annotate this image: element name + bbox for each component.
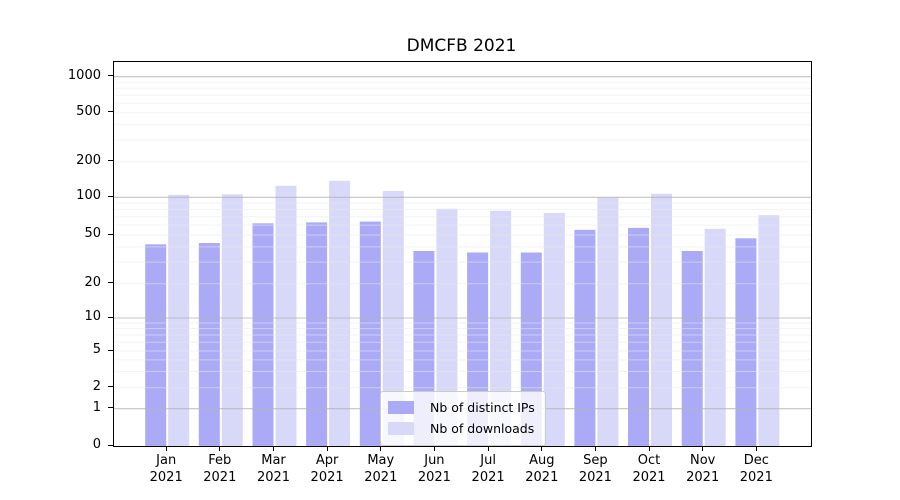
chart-canvas <box>114 76 811 446</box>
plot-area: Nb of distinct IPs Nb of downloads <box>113 61 812 447</box>
x-tick-label: Jun 2021 <box>417 453 451 485</box>
x-tick-label: Feb 2021 <box>203 453 237 485</box>
y-tick-mark <box>108 316 113 318</box>
chart-title: DMCFB 2021 <box>406 36 517 56</box>
bar-downloads-7 <box>543 212 565 446</box>
bar-downloads-2 <box>275 185 297 446</box>
legend-entry-distinct-ips: Nb of distinct IPs <box>388 397 535 418</box>
legend-swatch-downloads <box>388 422 414 435</box>
x-tick-label: Oct 2021 <box>632 453 666 485</box>
bar-downloads-8 <box>597 197 619 446</box>
y-tick-mark <box>108 75 113 77</box>
bar-distinct-ips-10 <box>681 251 703 446</box>
y-tick-label: 10 <box>84 309 101 324</box>
bar-downloads-5 <box>436 208 458 446</box>
x-tick-mark <box>702 446 704 451</box>
bar-distinct-ips-0 <box>145 244 167 446</box>
legend-swatch-distinct-ips <box>388 401 414 414</box>
y-tick-mark <box>108 160 113 162</box>
x-tick-mark <box>380 446 382 451</box>
bar-downloads-11 <box>758 215 780 446</box>
y-tick-mark <box>108 349 113 351</box>
y-tick-mark <box>108 444 113 446</box>
x-tick-mark <box>219 446 221 451</box>
x-tick-mark <box>165 446 167 451</box>
legend-label-distinct-ips: Nb of distinct IPs <box>430 400 535 415</box>
x-tick-label: Dec 2021 <box>739 453 773 485</box>
x-tick-label: Nov 2021 <box>686 453 720 485</box>
x-tick-mark <box>755 446 757 451</box>
y-tick-mark <box>108 386 113 388</box>
y-tick-label: 1000 <box>67 67 101 83</box>
y-tick-label: 1 <box>92 399 101 415</box>
x-tick-label: Jul 2021 <box>471 453 505 485</box>
x-tick-mark <box>487 446 489 451</box>
y-tick-mark <box>108 111 113 113</box>
x-tick-mark <box>648 446 650 451</box>
x-tick-mark <box>326 446 328 451</box>
y-tick-label: 200 <box>76 152 101 168</box>
bar-downloads-9 <box>651 193 672 446</box>
bar-distinct-ips-4 <box>359 221 381 446</box>
y-tick-mark <box>108 282 113 284</box>
x-tick-label: Mar 2021 <box>256 453 291 485</box>
legend: Nb of distinct IPs Nb of downloads <box>380 391 546 446</box>
y-tick-label: 20 <box>84 274 101 290</box>
bar-distinct-ips-1 <box>198 243 220 446</box>
x-tick-mark <box>541 446 543 451</box>
bar-distinct-ips-3 <box>306 222 328 446</box>
y-tick-mark <box>108 233 113 235</box>
x-tick-mark <box>273 446 275 451</box>
y-tick-label: 5 <box>92 342 101 357</box>
bar-downloads-10 <box>704 228 726 446</box>
x-tick-label: Jan 2021 <box>149 453 183 485</box>
y-tick-label: 100 <box>76 188 101 204</box>
y-tick-label: 2 <box>92 378 101 394</box>
y-tick-label: 0 <box>92 437 101 452</box>
x-tick-mark <box>594 446 597 451</box>
bar-distinct-ips-9 <box>628 227 649 446</box>
bar-downloads-0 <box>168 194 190 446</box>
y-tick-label: 500 <box>76 103 101 119</box>
x-tick-label: Sep 2021 <box>578 453 612 485</box>
bar-downloads-3 <box>329 180 351 446</box>
x-tick-label: Aug 2021 <box>525 453 559 485</box>
y-tick-mark <box>108 407 113 409</box>
x-tick-label: May 2021 <box>364 453 398 485</box>
legend-label-downloads: Nb of downloads <box>430 421 535 436</box>
y-tick-label: 50 <box>84 226 101 241</box>
legend-entry-downloads: Nb of downloads <box>388 418 535 439</box>
bar-downloads-1 <box>221 194 243 446</box>
y-tick-mark <box>108 195 113 197</box>
x-tick-mark <box>433 446 436 451</box>
x-tick-label: Apr 2021 <box>310 453 344 485</box>
